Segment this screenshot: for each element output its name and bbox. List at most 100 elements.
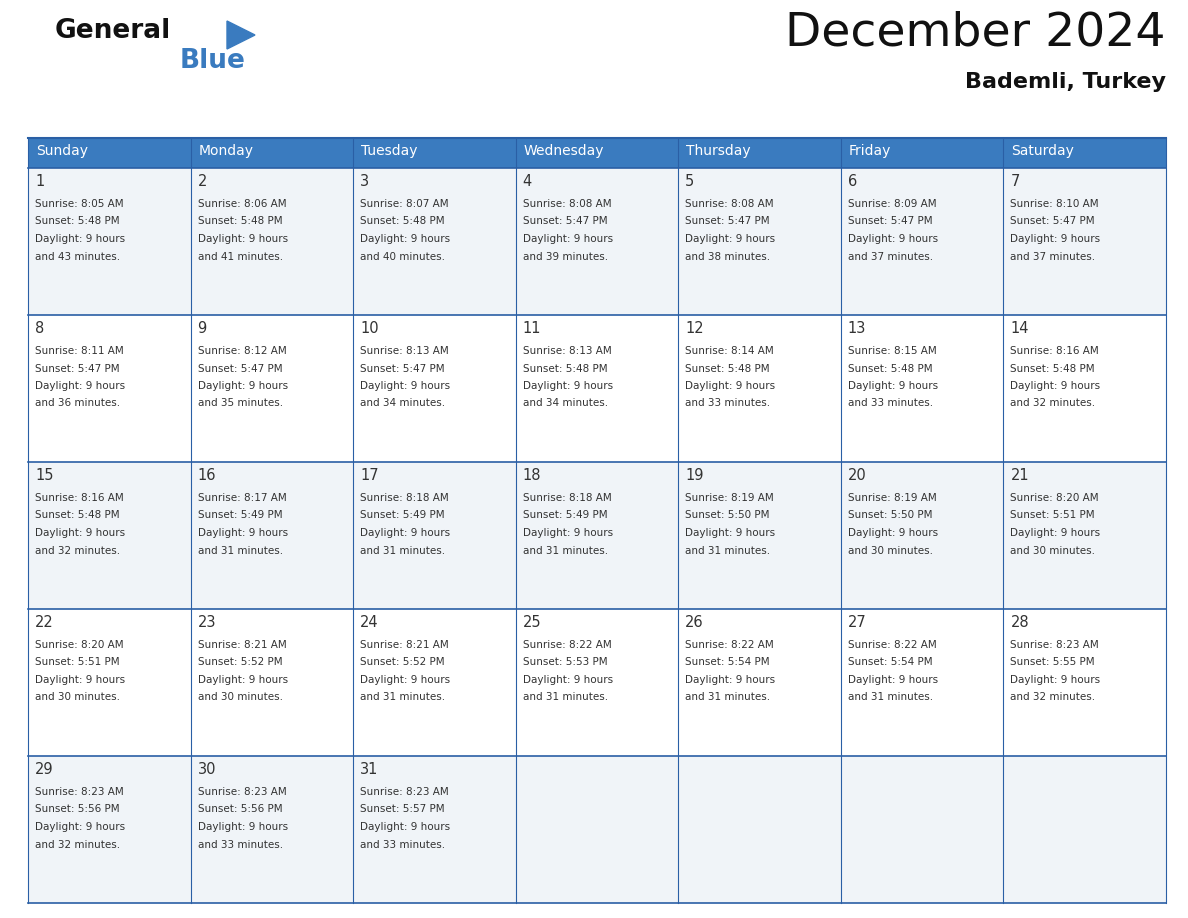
Bar (190, 168, 353, 315)
Text: Sunset: 5:48 PM: Sunset: 5:48 PM (34, 217, 120, 227)
Text: Sunrise: 8:11 AM: Sunrise: 8:11 AM (34, 346, 124, 356)
Text: 6: 6 (848, 174, 857, 189)
Text: Sunrise: 8:09 AM: Sunrise: 8:09 AM (848, 199, 936, 209)
Text: Sunset: 5:49 PM: Sunset: 5:49 PM (523, 510, 607, 521)
Bar (678, 462, 841, 609)
Text: Daylight: 9 hours: Daylight: 9 hours (523, 381, 613, 391)
Text: Daylight: 9 hours: Daylight: 9 hours (34, 822, 125, 832)
Text: Daylight: 9 hours: Daylight: 9 hours (1011, 675, 1100, 685)
Text: and 37 minutes.: and 37 minutes. (1011, 252, 1095, 262)
Text: Daylight: 9 hours: Daylight: 9 hours (34, 381, 125, 391)
Text: 2: 2 (197, 174, 207, 189)
Bar (841, 168, 1004, 315)
Text: 19: 19 (685, 468, 703, 483)
Bar (516, 756, 678, 903)
Text: 5: 5 (685, 174, 695, 189)
Text: Sunset: 5:48 PM: Sunset: 5:48 PM (685, 364, 770, 374)
Text: Sunrise: 8:14 AM: Sunrise: 8:14 AM (685, 346, 775, 356)
Text: 31: 31 (360, 762, 379, 777)
Bar (29, 609, 190, 756)
Text: Daylight: 9 hours: Daylight: 9 hours (848, 528, 939, 538)
Text: and 36 minutes.: and 36 minutes. (34, 398, 120, 409)
Text: and 38 minutes.: and 38 minutes. (685, 252, 770, 262)
Text: Sunrise: 8:06 AM: Sunrise: 8:06 AM (197, 199, 286, 209)
Text: Daylight: 9 hours: Daylight: 9 hours (848, 381, 939, 391)
Text: and 34 minutes.: and 34 minutes. (523, 398, 608, 409)
Text: December 2024: December 2024 (785, 10, 1165, 55)
Text: Sunset: 5:47 PM: Sunset: 5:47 PM (360, 364, 444, 374)
Text: Sunset: 5:51 PM: Sunset: 5:51 PM (1011, 510, 1095, 521)
Text: Sunset: 5:50 PM: Sunset: 5:50 PM (685, 510, 770, 521)
Text: Sunset: 5:49 PM: Sunset: 5:49 PM (360, 510, 444, 521)
Bar (516, 609, 678, 756)
Text: and 37 minutes.: and 37 minutes. (848, 252, 933, 262)
Text: and 41 minutes.: and 41 minutes. (197, 252, 283, 262)
Text: Daylight: 9 hours: Daylight: 9 hours (360, 234, 450, 244)
Text: Sunrise: 8:23 AM: Sunrise: 8:23 AM (360, 787, 449, 797)
Bar (678, 756, 841, 903)
Bar (353, 138, 516, 168)
Text: Sunrise: 8:13 AM: Sunrise: 8:13 AM (360, 346, 449, 356)
Text: 11: 11 (523, 321, 542, 336)
Text: Sunset: 5:48 PM: Sunset: 5:48 PM (197, 217, 283, 227)
Text: Sunset: 5:48 PM: Sunset: 5:48 PM (848, 364, 933, 374)
Text: Sunday: Sunday (36, 143, 88, 158)
Text: Sunrise: 8:16 AM: Sunrise: 8:16 AM (34, 493, 124, 503)
Text: Daylight: 9 hours: Daylight: 9 hours (848, 234, 939, 244)
Text: and 31 minutes.: and 31 minutes. (197, 545, 283, 555)
Text: 9: 9 (197, 321, 207, 336)
Text: Sunrise: 8:19 AM: Sunrise: 8:19 AM (848, 493, 936, 503)
Text: Wednesday: Wednesday (524, 143, 605, 158)
Text: Sunset: 5:50 PM: Sunset: 5:50 PM (848, 510, 933, 521)
Text: Sunset: 5:54 PM: Sunset: 5:54 PM (848, 657, 933, 667)
Text: Daylight: 9 hours: Daylight: 9 hours (1011, 234, 1100, 244)
Text: General: General (55, 18, 171, 44)
Text: Daylight: 9 hours: Daylight: 9 hours (197, 234, 287, 244)
Text: Daylight: 9 hours: Daylight: 9 hours (34, 675, 125, 685)
Text: and 43 minutes.: and 43 minutes. (34, 252, 120, 262)
Text: Daylight: 9 hours: Daylight: 9 hours (197, 381, 287, 391)
Text: Sunrise: 8:20 AM: Sunrise: 8:20 AM (34, 640, 124, 650)
Text: 12: 12 (685, 321, 704, 336)
Text: and 35 minutes.: and 35 minutes. (197, 398, 283, 409)
Text: Daylight: 9 hours: Daylight: 9 hours (523, 528, 613, 538)
Text: Daylight: 9 hours: Daylight: 9 hours (1011, 381, 1100, 391)
Bar (841, 756, 1004, 903)
Bar (190, 138, 353, 168)
Text: and 32 minutes.: and 32 minutes. (1011, 692, 1095, 702)
Text: Sunset: 5:55 PM: Sunset: 5:55 PM (1011, 657, 1095, 667)
Bar (1004, 756, 1165, 903)
Text: Sunrise: 8:21 AM: Sunrise: 8:21 AM (197, 640, 286, 650)
Text: Daylight: 9 hours: Daylight: 9 hours (34, 234, 125, 244)
Text: and 30 minutes.: and 30 minutes. (848, 545, 933, 555)
Text: Daylight: 9 hours: Daylight: 9 hours (685, 234, 776, 244)
Text: 3: 3 (360, 174, 369, 189)
Text: 24: 24 (360, 615, 379, 630)
Text: Sunset: 5:56 PM: Sunset: 5:56 PM (197, 804, 283, 814)
Bar (678, 138, 841, 168)
Text: and 32 minutes.: and 32 minutes. (1011, 398, 1095, 409)
Text: 4: 4 (523, 174, 532, 189)
Bar (1004, 315, 1165, 462)
Text: Sunset: 5:47 PM: Sunset: 5:47 PM (197, 364, 283, 374)
Text: and 40 minutes.: and 40 minutes. (360, 252, 446, 262)
Bar (841, 138, 1004, 168)
Bar (29, 168, 190, 315)
Text: 27: 27 (848, 615, 866, 630)
Text: Sunset: 5:47 PM: Sunset: 5:47 PM (523, 217, 607, 227)
Bar (1004, 462, 1165, 609)
Text: and 30 minutes.: and 30 minutes. (197, 692, 283, 702)
Text: 23: 23 (197, 615, 216, 630)
Text: Daylight: 9 hours: Daylight: 9 hours (197, 675, 287, 685)
Text: Sunrise: 8:13 AM: Sunrise: 8:13 AM (523, 346, 612, 356)
Bar (29, 315, 190, 462)
Text: and 31 minutes.: and 31 minutes. (360, 692, 446, 702)
Text: Daylight: 9 hours: Daylight: 9 hours (523, 234, 613, 244)
Text: Daylight: 9 hours: Daylight: 9 hours (197, 528, 287, 538)
Text: 21: 21 (1011, 468, 1029, 483)
Text: Sunrise: 8:15 AM: Sunrise: 8:15 AM (848, 346, 936, 356)
Bar (678, 168, 841, 315)
Bar (190, 609, 353, 756)
Text: Bademli, Turkey: Bademli, Turkey (965, 72, 1165, 92)
Text: and 33 minutes.: and 33 minutes. (685, 398, 770, 409)
